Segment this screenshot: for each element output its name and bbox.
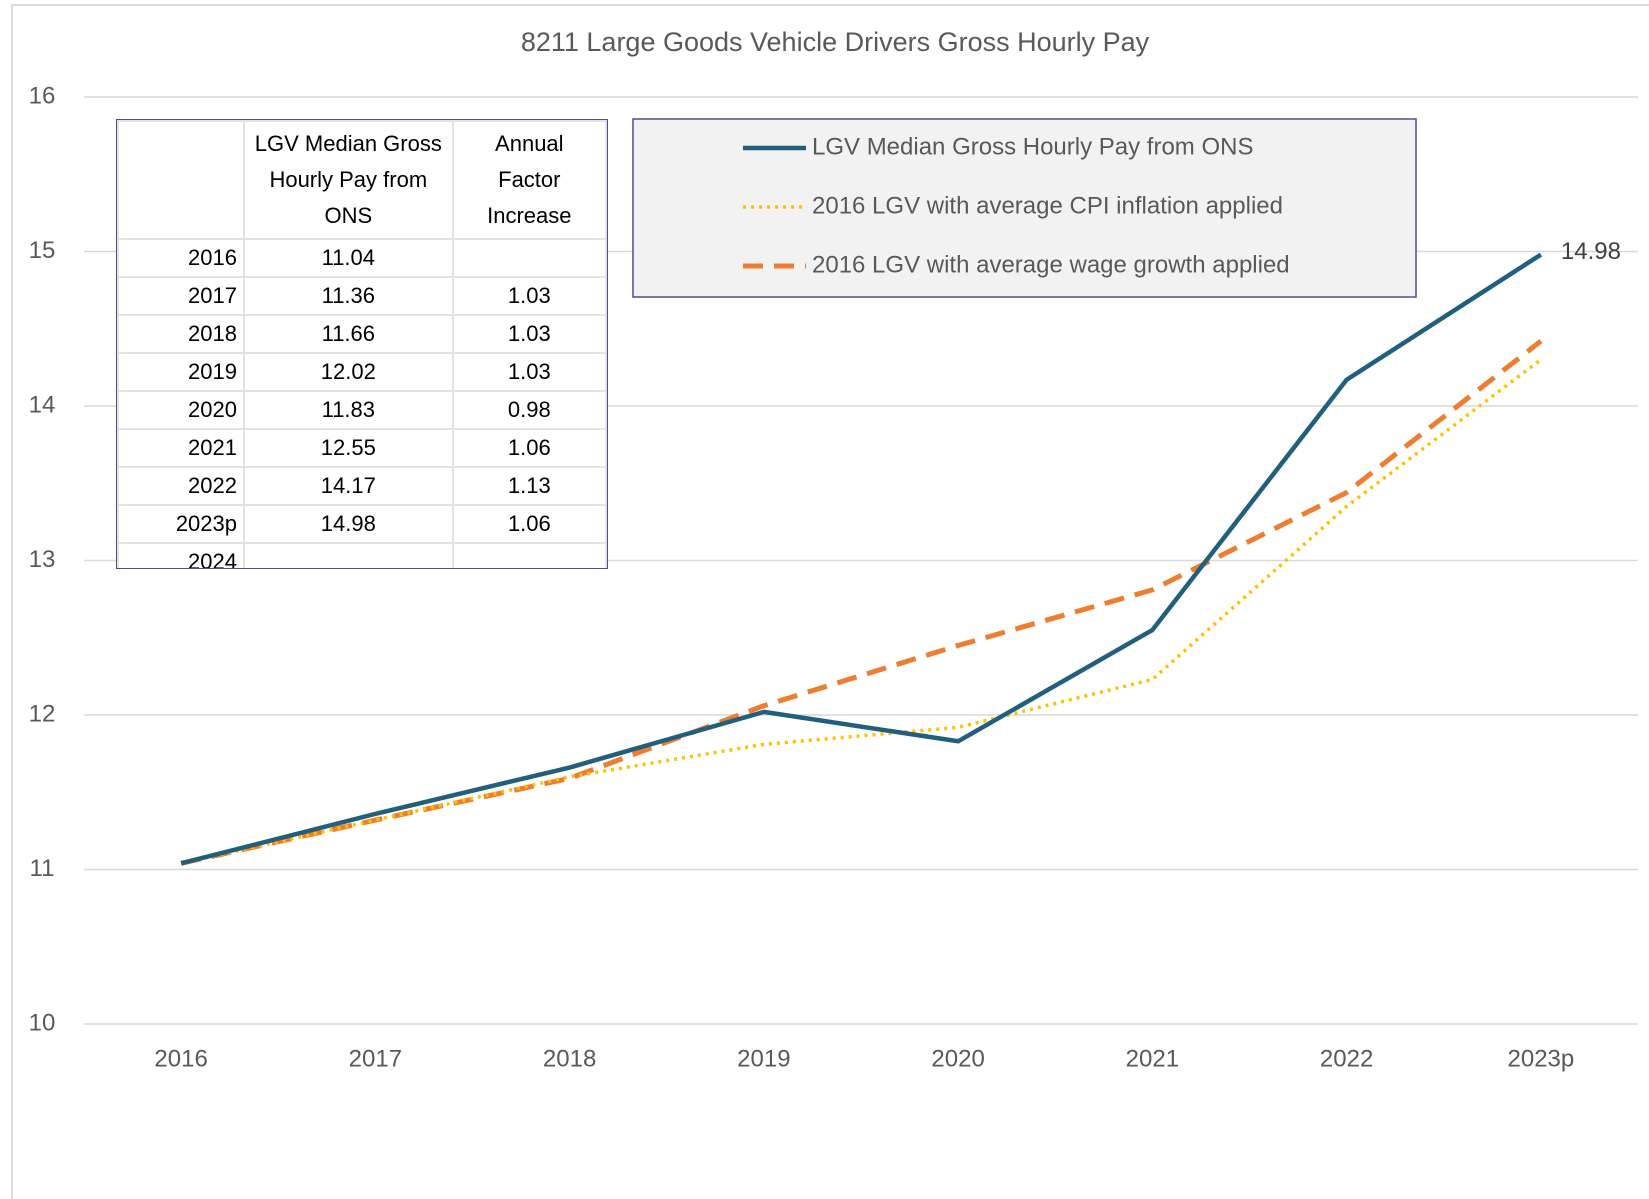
table-row: 2020 11.83 0.98 bbox=[117, 390, 607, 430]
x-tick-label: 2021 bbox=[1126, 1045, 1179, 1072]
table: LGV Median Gross Hourly Pay from ONS Annu… bbox=[117, 120, 607, 568]
table-cell: 1.03 bbox=[451, 276, 607, 316]
x-tick-label: 2016 bbox=[154, 1045, 207, 1072]
table-cell: 12.02 bbox=[243, 352, 454, 392]
table-row: 2016 11.04 bbox=[117, 238, 607, 278]
y-tick-label: 16 bbox=[29, 82, 56, 109]
table-header-row: LGV Median Gross Hourly Pay from ONS Annu… bbox=[117, 120, 607, 240]
y-tick-label: 12 bbox=[29, 700, 56, 727]
table-cell: 0.98 bbox=[451, 390, 607, 430]
table-row: 2019 12.02 1.03 bbox=[117, 352, 607, 392]
table-cell bbox=[451, 542, 607, 568]
x-tick-label: 2017 bbox=[349, 1045, 402, 1072]
series-line bbox=[180, 252, 1543, 866]
table-cell: 11.36 bbox=[243, 276, 454, 316]
table-cell: 1.13 bbox=[451, 466, 607, 506]
table-cell: 1.03 bbox=[451, 352, 607, 392]
series-line bbox=[180, 358, 1542, 866]
table-row: 2022 14.17 1.13 bbox=[117, 466, 607, 506]
table-cell: 2019 bbox=[117, 352, 245, 392]
table-cell: 12.55 bbox=[243, 428, 454, 468]
legend-label: 2016 LGV with average CPI inflation appl… bbox=[812, 192, 1283, 219]
table-cell: 14.17 bbox=[243, 466, 454, 506]
y-tick-label: 13 bbox=[29, 546, 56, 573]
table-cell: 2023p bbox=[117, 504, 245, 544]
table-row: 2023p 14.98 1.06 bbox=[117, 504, 607, 544]
table-row: 2021 12.55 1.06 bbox=[117, 428, 607, 468]
table-cell: 2016 bbox=[117, 238, 245, 278]
table-cell: 11.66 bbox=[243, 314, 454, 354]
table-cell: 2018 bbox=[117, 314, 245, 354]
table-cell: 1.03 bbox=[451, 314, 607, 354]
table-cell: 11.83 bbox=[243, 390, 454, 430]
table-cell: 2022 bbox=[117, 466, 245, 506]
y-tick-label: 10 bbox=[29, 1009, 56, 1036]
table-cell: 1.06 bbox=[451, 428, 607, 468]
legend-label: LGV Median Gross Hourly Pay from ONS bbox=[812, 133, 1253, 160]
table-header-cell: Annual Factor Increase bbox=[451, 120, 607, 240]
table-cell bbox=[451, 238, 607, 278]
table-cell: 2017 bbox=[117, 276, 245, 316]
data-table: LGV Median Gross Hourly Pay from ONS Annu… bbox=[116, 119, 608, 569]
y-tick-label: 11 bbox=[30, 855, 55, 882]
table-cell: 11.04 bbox=[243, 238, 454, 278]
table-header-cell: LGV Median Gross Hourly Pay from ONS bbox=[243, 120, 454, 240]
x-tick-label: 2020 bbox=[931, 1045, 984, 1072]
y-tick-label: 15 bbox=[29, 237, 56, 264]
table-cell: 2021 bbox=[117, 428, 245, 468]
chart-title: 8211 Large Goods Vehicle Drivers Gross H… bbox=[521, 27, 1150, 57]
table-cell: 14.98 bbox=[243, 504, 454, 544]
table-cell: 2020 bbox=[117, 390, 245, 430]
table-cell: 1.06 bbox=[451, 504, 607, 544]
legend-label: 2016 LGV with average wage growth applie… bbox=[812, 251, 1290, 278]
x-tick-label: 2018 bbox=[543, 1045, 596, 1072]
table-row: 2018 11.66 1.03 bbox=[117, 314, 607, 354]
table-row: 2017 11.36 1.03 bbox=[117, 276, 607, 316]
table-row: 2024 bbox=[117, 542, 607, 568]
y-tick-label: 14 bbox=[29, 391, 56, 418]
table-cell bbox=[243, 542, 454, 568]
x-tick-label: 2019 bbox=[737, 1045, 790, 1072]
x-tick-label: 2023p bbox=[1508, 1045, 1575, 1072]
table-cell bbox=[117, 120, 245, 240]
data-label: 14.98 bbox=[1561, 238, 1621, 265]
table-cell: 2024 bbox=[117, 542, 245, 568]
x-tick-label: 2022 bbox=[1320, 1045, 1373, 1072]
